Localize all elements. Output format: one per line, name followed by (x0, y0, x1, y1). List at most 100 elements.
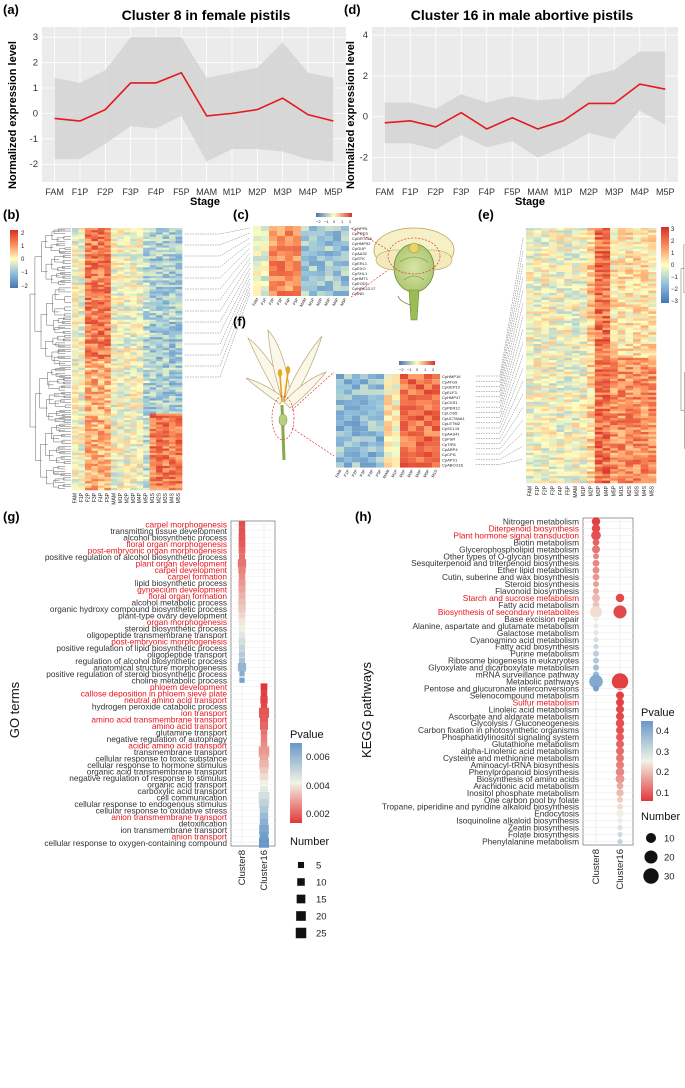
pe-heat-cell (579, 371, 588, 375)
a-xtick: M2P (248, 187, 267, 197)
pb-heat-cell (97, 374, 105, 377)
pe-heat-cell (648, 350, 657, 354)
pb-heat-cell (91, 317, 99, 320)
pe-heat-cell (587, 448, 596, 451)
pb-heat-cell (143, 404, 150, 408)
pb-heat-cell (162, 407, 170, 410)
pb-heat-cell (136, 487, 144, 491)
pe-heat-cell (640, 348, 649, 352)
panel-f-connector (476, 367, 524, 429)
pb-heat-cell (175, 431, 183, 434)
b-col-label: F1P (79, 492, 85, 502)
pb-heat-cell (72, 391, 79, 395)
c-cell (333, 256, 341, 261)
pe-heat-cell (602, 325, 611, 328)
pb-heat-cell (169, 404, 176, 408)
pe-heat-cell (556, 418, 565, 421)
pe-heat-cell (602, 364, 611, 368)
pe-heat-cell (594, 318, 603, 322)
pe-heat-cell (579, 318, 588, 322)
f-cell (344, 379, 352, 385)
pb-heat-cell (136, 485, 144, 489)
f-cell (408, 457, 416, 463)
f-cell (408, 384, 416, 390)
pe-heat-cell (610, 234, 619, 238)
pe-heat-cell (541, 404, 550, 407)
pb-heat-cell (117, 291, 125, 294)
pb-heat-cell (72, 247, 79, 251)
pb-heat-cell (91, 468, 99, 471)
b-col-label: M5P (144, 492, 150, 503)
kegg-term-label: Nitrogen metabolism (503, 516, 579, 526)
pb-heat-cell (84, 354, 92, 358)
panel-c-connector (185, 267, 251, 323)
pb-heat-cell (91, 455, 99, 458)
pe-heat-cell (587, 376, 596, 379)
pb-heat-cell (162, 400, 170, 403)
pe-heat-cell (587, 260, 596, 264)
pe-heat-cell (541, 299, 550, 303)
pb-heat-cell (156, 409, 163, 412)
pe-heat-cell (556, 244, 565, 247)
pe-heat-cell (610, 267, 619, 271)
pb-heat-cell (169, 245, 176, 248)
pe-heat-cell (617, 429, 626, 433)
pb-heat-cell (78, 417, 86, 421)
pb-heat-cell (149, 428, 157, 432)
pb-heat-cell (143, 317, 150, 320)
pb-heat-cell (117, 348, 125, 351)
f-cell (432, 441, 440, 447)
pe-heat-cell (579, 425, 588, 428)
pb-heat-cell (78, 252, 86, 255)
f-cell (344, 394, 352, 400)
pe-heat-cell (648, 387, 657, 391)
pb-heat-cell (175, 396, 183, 399)
pb-heat-cell (104, 420, 112, 423)
pb-heat-cell (162, 289, 170, 292)
c-cell (261, 286, 269, 291)
pb-heat-cell (117, 465, 125, 469)
pe-heat-cell (648, 404, 657, 407)
pb-heat-cell (175, 258, 183, 262)
f-cell (360, 441, 368, 447)
pe-heat-cell (648, 255, 657, 259)
pb-heat-cell (104, 249, 112, 253)
pe-heat-cell (633, 297, 642, 301)
f-cell (424, 400, 432, 406)
pe-heat-cell (556, 464, 565, 468)
pe-heat-cell (648, 297, 657, 301)
kegg-size-legend-label: 30 (664, 872, 675, 883)
pb-heat-cell (72, 271, 79, 275)
pe-heat-cell (556, 413, 565, 417)
pb-heat-cell (143, 402, 150, 406)
pb-heat-cell (169, 352, 176, 355)
pe-heat-cell (602, 332, 611, 335)
pe-heat-cell (571, 258, 580, 261)
pb-heat-cell (104, 446, 112, 449)
kegg-term-label: Steroid biosynthesis (505, 579, 579, 589)
pb-heat-cell (156, 339, 163, 342)
pb-heat-cell (130, 387, 138, 390)
pe-heat-cell (625, 378, 634, 382)
pe-heat-cell (533, 299, 542, 303)
pb-heat-cell (72, 372, 79, 375)
pe-heat-cell (648, 246, 657, 250)
pb-heat-cell (136, 252, 144, 255)
pe-heat-cell (625, 476, 634, 479)
pe-heat-cell (564, 478, 573, 481)
kegg-point (616, 782, 624, 790)
pb-heat-cell (110, 313, 118, 316)
pe-heat-cell (633, 381, 642, 384)
pe-heat-cell (594, 255, 603, 259)
pb-heat-cell (149, 348, 157, 351)
f-cell (368, 462, 376, 468)
pb-heat-cell (123, 302, 131, 305)
pe-heat-cell (556, 478, 565, 481)
kegg-point (616, 726, 624, 735)
pe-heat-cell (548, 336, 557, 340)
pb-heat-cell (136, 262, 144, 266)
pb-heat-cell (130, 378, 138, 382)
pb-heat-cell (156, 260, 163, 264)
pb-heat-cell (123, 241, 131, 244)
pe-heat-cell (541, 434, 550, 437)
